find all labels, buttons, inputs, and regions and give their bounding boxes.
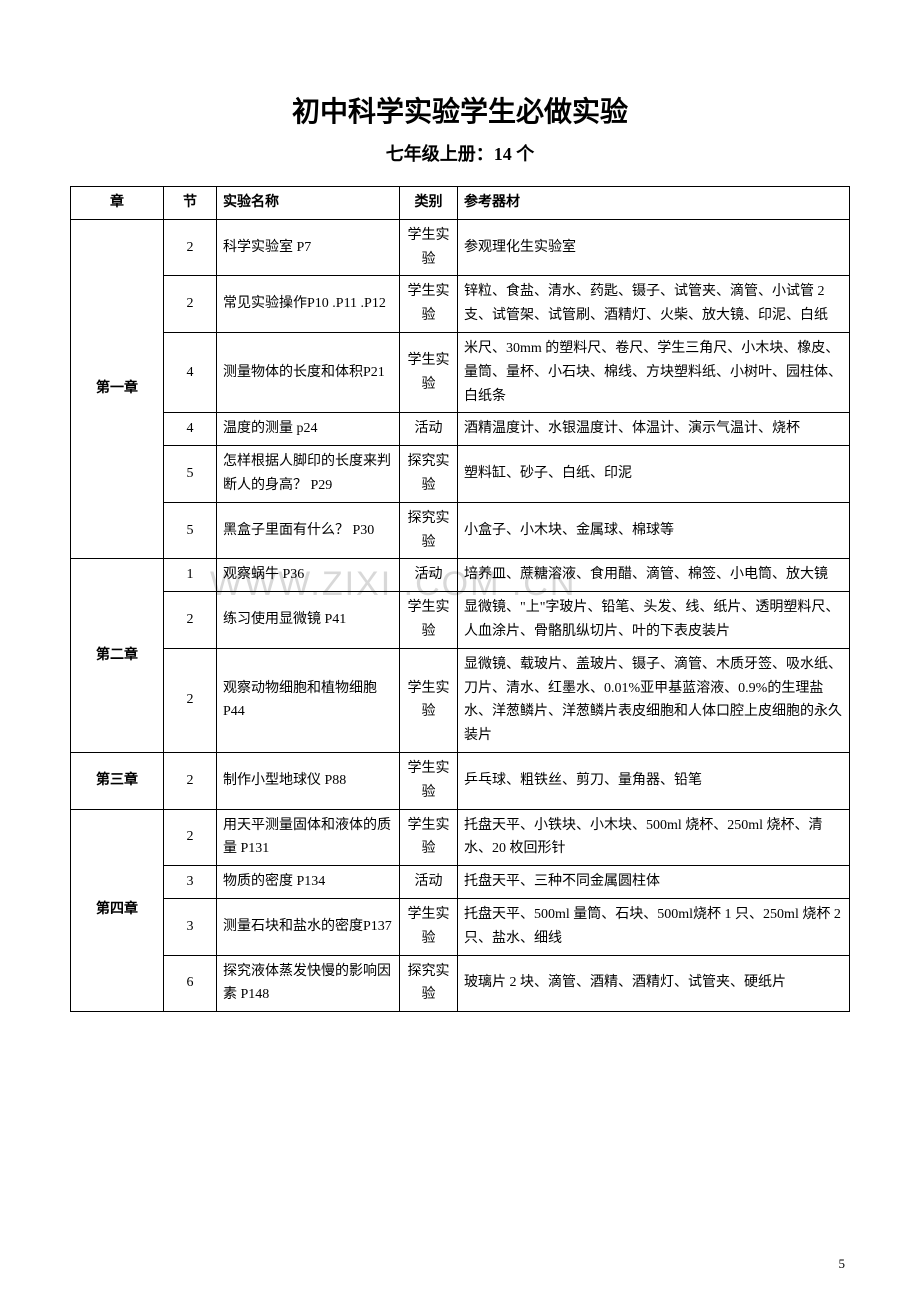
chapter-cell: 第一章: [71, 219, 164, 559]
type-cell: 活动: [400, 866, 458, 899]
section-cell: 4: [164, 413, 217, 446]
table-row: 3物质的密度 P134活动托盘天平、三种不同金属圆柱体: [71, 866, 850, 899]
equipment-cell: 显微镜、"上"字玻片、铅笔、头发、线、纸片、透明塑料尺、人血涂片、骨骼肌纵切片、…: [458, 592, 850, 649]
equipment-cell: 锌粒、食盐、清水、药匙、镊子、试管夹、滴管、小试管 2 支、试管架、试管刷、酒精…: [458, 276, 850, 333]
experiment-name-cell: 温度的测量 p24: [217, 413, 400, 446]
table-row: 第三章2制作小型地球仪 P88学生实验乒乓球、粗铁丝、剪刀、量角器、铅笔: [71, 752, 850, 809]
section-cell: 2: [164, 592, 217, 649]
equipment-cell: 托盘天平、500ml 量筒、石块、500ml烧杯 1 只、250ml 烧杯 2 …: [458, 898, 850, 955]
equipment-cell: 参观理化生实验室: [458, 219, 850, 276]
section-cell: 3: [164, 866, 217, 899]
type-cell: 学生实验: [400, 219, 458, 276]
section-cell: 1: [164, 559, 217, 592]
experiment-name-cell: 测量石块和盐水的密度P137: [217, 898, 400, 955]
experiment-name-cell: 物质的密度 P134: [217, 866, 400, 899]
header-equip: 参考器材: [458, 187, 850, 220]
experiment-name-cell: 观察动物细胞和植物细胞 P44: [217, 648, 400, 752]
equipment-cell: 酒精温度计、水银温度计、体温计、演示气温计、烧杯: [458, 413, 850, 446]
equipment-cell: 显微镜、载玻片、盖玻片、镊子、滴管、木质牙签、吸水纸、刀片、清水、红墨水、0.0…: [458, 648, 850, 752]
section-cell: 5: [164, 502, 217, 559]
table-row: 第一章2科学实验室 P7学生实验参观理化生实验室: [71, 219, 850, 276]
table-row: 第二章1观察蜗牛 P36活动培养皿、蔗糖溶液、食用醋、滴管、棉签、小电筒、放大镜: [71, 559, 850, 592]
type-cell: 学生实验: [400, 332, 458, 412]
section-cell: 3: [164, 898, 217, 955]
table-row: 2练习使用显微镜 P41学生实验显微镜、"上"字玻片、铅笔、头发、线、纸片、透明…: [71, 592, 850, 649]
experiment-name-cell: 练习使用显微镜 P41: [217, 592, 400, 649]
page-title: 初中科学实验学生必做实验: [70, 90, 850, 130]
table-row: 6探究液体蒸发快慢的影响因素 P148探究实验玻璃片 2 块、滴管、酒精、酒精灯…: [71, 955, 850, 1012]
experiment-name-cell: 测量物体的长度和体积P21: [217, 332, 400, 412]
table-row: 5黑盒子里面有什么？ P30探究实验小盒子、小木块、金属球、棉球等: [71, 502, 850, 559]
type-cell: 学生实验: [400, 898, 458, 955]
experiment-name-cell: 科学实验室 P7: [217, 219, 400, 276]
table-row: 第四章2用天平测量固体和液体的质量 P131学生实验托盘天平、小铁块、小木块、5…: [71, 809, 850, 866]
section-cell: 2: [164, 752, 217, 809]
experiment-name-cell: 观察蜗牛 P36: [217, 559, 400, 592]
chapter-cell: 第二章: [71, 559, 164, 753]
type-cell: 探究实验: [400, 955, 458, 1012]
type-cell: 探究实验: [400, 446, 458, 503]
table-row: 2观察动物细胞和植物细胞 P44学生实验显微镜、载玻片、盖玻片、镊子、滴管、木质…: [71, 648, 850, 752]
experiment-name-cell: 制作小型地球仪 P88: [217, 752, 400, 809]
experiment-name-cell: 怎样根据人脚印的长度来判断人的身高？ P29: [217, 446, 400, 503]
equipment-cell: 托盘天平、三种不同金属圆柱体: [458, 866, 850, 899]
section-cell: 5: [164, 446, 217, 503]
section-cell: 2: [164, 809, 217, 866]
type-cell: 学生实验: [400, 809, 458, 866]
table-row: 3测量石块和盐水的密度P137学生实验托盘天平、500ml 量筒、石块、500m…: [71, 898, 850, 955]
type-cell: 学生实验: [400, 752, 458, 809]
section-cell: 2: [164, 648, 217, 752]
equipment-cell: 玻璃片 2 块、滴管、酒精、酒精灯、试管夹、硬纸片: [458, 955, 850, 1012]
chapter-cell: 第四章: [71, 809, 164, 1012]
type-cell: 学生实验: [400, 276, 458, 333]
experiment-name-cell: 黑盒子里面有什么？ P30: [217, 502, 400, 559]
type-cell: 活动: [400, 413, 458, 446]
section-cell: 4: [164, 332, 217, 412]
header-section: 节: [164, 187, 217, 220]
section-cell: 6: [164, 955, 217, 1012]
table-row: 5怎样根据人脚印的长度来判断人的身高？ P29探究实验塑料缸、砂子、白纸、印泥: [71, 446, 850, 503]
type-cell: 学生实验: [400, 592, 458, 649]
table-row: 2常见实验操作P10 .P11 .P12学生实验锌粒、食盐、清水、药匙、镊子、试…: [71, 276, 850, 333]
type-cell: 活动: [400, 559, 458, 592]
page-subtitle: 七年级上册：14 个: [70, 140, 850, 166]
header-chapter: 章: [71, 187, 164, 220]
equipment-cell: 小盒子、小木块、金属球、棉球等: [458, 502, 850, 559]
page-number: 5: [839, 1256, 846, 1272]
experiment-name-cell: 常见实验操作P10 .P11 .P12: [217, 276, 400, 333]
experiment-name-cell: 探究液体蒸发快慢的影响因素 P148: [217, 955, 400, 1012]
equipment-cell: 塑料缸、砂子、白纸、印泥: [458, 446, 850, 503]
type-cell: 探究实验: [400, 502, 458, 559]
table-row: 4温度的测量 p24活动酒精温度计、水银温度计、体温计、演示气温计、烧杯: [71, 413, 850, 446]
equipment-cell: 米尺、30mm 的塑料尺、卷尺、学生三角尺、小木块、橡皮、量筒、量杯、小石块、棉…: [458, 332, 850, 412]
equipment-cell: 托盘天平、小铁块、小木块、500ml 烧杯、250ml 烧杯、清水、20 枚回形…: [458, 809, 850, 866]
table-header-row: 章 节 实验名称 类别 参考器材: [71, 187, 850, 220]
section-cell: 2: [164, 276, 217, 333]
section-cell: 2: [164, 219, 217, 276]
equipment-cell: 乒乓球、粗铁丝、剪刀、量角器、铅笔: [458, 752, 850, 809]
header-type: 类别: [400, 187, 458, 220]
header-name: 实验名称: [217, 187, 400, 220]
equipment-cell: 培养皿、蔗糖溶液、食用醋、滴管、棉签、小电筒、放大镜: [458, 559, 850, 592]
table-row: 4测量物体的长度和体积P21学生实验米尺、30mm 的塑料尺、卷尺、学生三角尺、…: [71, 332, 850, 412]
chapter-cell: 第三章: [71, 752, 164, 809]
experiment-name-cell: 用天平测量固体和液体的质量 P131: [217, 809, 400, 866]
type-cell: 学生实验: [400, 648, 458, 752]
experiments-table: 章 节 实验名称 类别 参考器材 第一章2科学实验室 P7学生实验参观理化生实验…: [70, 186, 850, 1012]
